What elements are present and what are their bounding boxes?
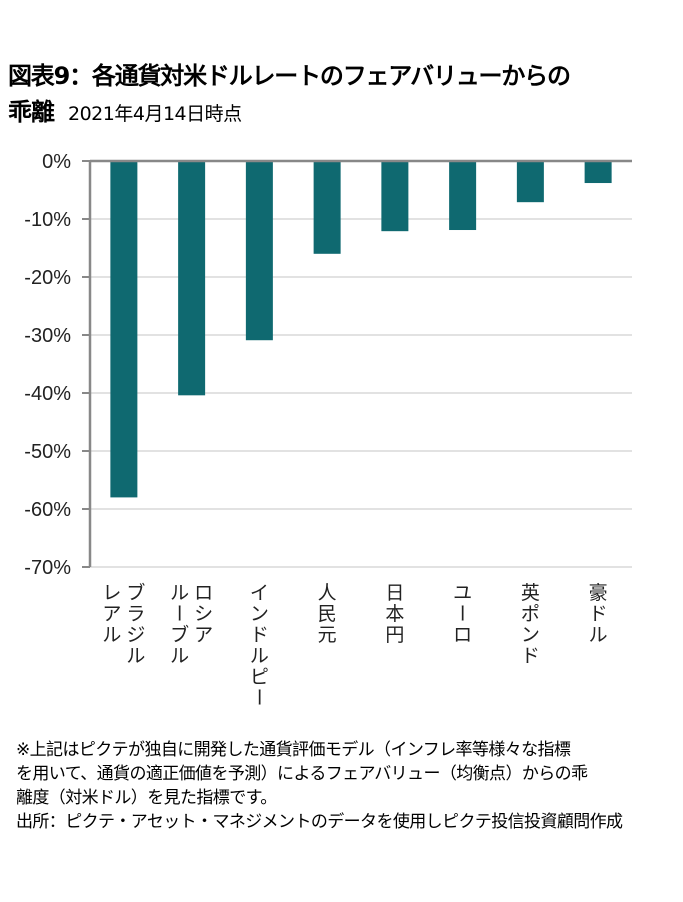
axes: [88, 159, 632, 567]
x-tick-label: ロ: [453, 624, 472, 646]
x-tick-label: イ: [250, 582, 269, 604]
x-tick-label: ア: [194, 624, 213, 646]
footnote-line: を用いて、通貨の適正価値を予測）によるフェアバリュー（均衡点）からの乖: [16, 764, 588, 784]
x-tick-label: 元: [318, 624, 337, 646]
x-tick-label: ー: [451, 603, 473, 622]
y-tick-label: 0%: [42, 151, 71, 173]
bar: [449, 161, 477, 231]
x-tick-label: 民: [318, 603, 337, 625]
y-tick-label: -50%: [24, 441, 71, 463]
x-tick-label: ー: [168, 603, 190, 622]
y-tick-label: -70%: [24, 557, 71, 579]
x-tick-label: ル: [102, 624, 121, 646]
x-tick-label: ラ: [126, 603, 145, 625]
x-tick-label: ピ: [250, 666, 269, 688]
x-tick-label: シ: [194, 603, 213, 625]
bar-chart: 0%-10%-20%-30%-40%-50%-60%-70% ブラジルレアルロシ…: [24, 151, 632, 707]
x-tick-label: 日: [385, 582, 404, 604]
x-tick-label: レ: [102, 582, 121, 604]
bar: [584, 161, 612, 184]
x-tick-label: 本: [385, 603, 404, 625]
y-tick-label: -40%: [24, 383, 71, 405]
bar: [178, 161, 206, 396]
x-tick-label: ロ: [194, 582, 213, 604]
source-line: 出所：ピクテ・アセット・マネジメントのデータを使用しピクテ投信投資顧問作成: [16, 812, 623, 832]
x-tick-label: ブ: [170, 623, 189, 646]
footnote-line: 離度（対米ドル）を見た指標です。: [16, 788, 277, 808]
y-tick-label: -30%: [24, 325, 71, 347]
y-tick-label: -60%: [24, 499, 71, 521]
x-tick-label: ア: [102, 603, 121, 625]
chart-title-line2: 乖離 2021年4月14日時点: [8, 92, 242, 127]
y-axis-ticks: 0% -10% -20% -30% -40% -50% -60% -70%: [24, 151, 90, 579]
chart-title: 図表9：各通貨対米ドルレートのフェアバリューからの: [8, 62, 571, 90]
x-tick-label: ジ: [126, 624, 145, 646]
x-tick-label: 英: [521, 582, 540, 604]
x-tick-label: ル: [126, 645, 145, 667]
x-tick-label: ド: [521, 645, 540, 667]
x-tick-label: ド: [250, 624, 269, 646]
x-tick-label: ン: [521, 624, 540, 646]
x-tick-label: ル: [170, 645, 189, 667]
chart-title-continued: 乖離: [8, 98, 55, 126]
bar: [313, 161, 341, 254]
bar: [516, 161, 544, 203]
x-tick-label: ユ: [453, 582, 472, 604]
x-tick-label: 人: [318, 582, 337, 604]
x-tick-label: ル: [250, 645, 269, 667]
bar: [110, 161, 138, 498]
x-tick-label: ー: [247, 687, 269, 706]
footnotes: ※上記はピクテが独自に開発した通貨評価モデル（インフレ率等様々な指標 を用いて、…: [16, 738, 623, 834]
y-tick-label: -10%: [24, 209, 71, 231]
bar: [245, 161, 273, 341]
x-tick-label: ン: [250, 603, 269, 625]
x-tick-label: ド: [589, 603, 608, 625]
x-tick-label: 豪: [589, 582, 608, 604]
bars: [110, 161, 612, 498]
gridlines: [90, 218, 632, 568]
x-tick-label: ル: [589, 624, 608, 646]
x-tick-label: 円: [385, 624, 404, 646]
y-tick-label: -20%: [24, 267, 71, 289]
x-tick-label: ブ: [126, 581, 145, 604]
bar: [381, 161, 409, 232]
footnote-line: ※上記はピクテが独自に開発した通貨評価モデル（インフレ率等様々な指標: [16, 740, 571, 760]
x-tick-label: ポ: [521, 603, 540, 625]
x-tick-label: ル: [170, 582, 189, 604]
as-of-date: 2021年4月14日時点: [68, 103, 242, 125]
